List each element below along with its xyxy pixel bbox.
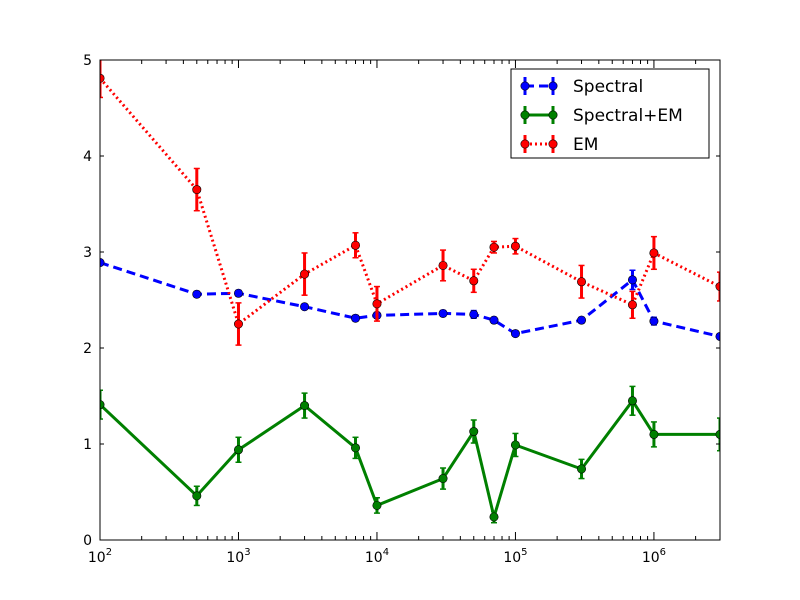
data-point [627, 300, 637, 310]
data-point [300, 302, 310, 312]
data-point [469, 427, 479, 437]
data-point [351, 443, 361, 453]
legend-entry-spectral: Spectral [520, 77, 643, 97]
legend-marker [520, 139, 530, 149]
series-em [100, 60, 720, 346]
plot-area [100, 60, 720, 524]
data-point [510, 329, 520, 339]
plot-clip-group [100, 60, 720, 524]
data-point [510, 440, 520, 450]
y-tick-label: 4 [83, 149, 92, 165]
data-point [489, 315, 499, 325]
data-point [627, 396, 637, 406]
legend-entry-em: EM [520, 135, 598, 155]
legend-marker [520, 110, 530, 120]
data-point [351, 313, 361, 323]
series-spectral [100, 258, 720, 341]
legend-label: Spectral [573, 77, 643, 97]
legend-marker [520, 81, 530, 91]
x-tick-label: 105 [503, 547, 527, 566]
data-point [192, 289, 202, 299]
data-point [577, 315, 587, 325]
series-line-spectral-em [100, 399, 720, 519]
data-point [577, 277, 587, 287]
data-point [469, 276, 479, 286]
y-tick-label: 0 [83, 533, 92, 549]
x-tick-label: 102 [88, 547, 112, 566]
data-point [351, 240, 361, 250]
legend-entry-spectral-em: Spectral+EM [520, 106, 683, 126]
data-point [649, 316, 659, 326]
data-point [627, 275, 637, 285]
data-point [469, 309, 479, 319]
x-tick-label: 106 [642, 547, 666, 566]
x-tick-exponent: 3 [244, 547, 250, 558]
series-spectral-em [100, 385, 720, 524]
data-point [233, 288, 243, 298]
x-tick-label: 104 [365, 547, 389, 566]
data-point [438, 474, 448, 484]
data-point [372, 500, 382, 510]
x-tick-base: 10 [226, 550, 244, 566]
x-tick-exponent: 4 [383, 547, 389, 558]
legend: Spectral Spectral+EM EM [510, 68, 710, 159]
x-tick-base: 10 [642, 550, 660, 566]
y-tick-label: 5 [83, 53, 92, 69]
x-tick-base: 10 [88, 550, 106, 566]
data-point [372, 299, 382, 309]
legend-marker [548, 110, 558, 120]
legend-marker [548, 139, 558, 149]
data-point [438, 260, 448, 270]
data-point [649, 248, 659, 258]
data-point [438, 308, 448, 318]
legend-label: EM [573, 135, 598, 155]
data-point [577, 464, 587, 474]
axes-frame [99, 59, 721, 541]
y-tick-label: 2 [83, 341, 92, 357]
data-point [300, 401, 310, 411]
y-tick-label: 1 [83, 437, 92, 453]
x-tick-base: 10 [365, 550, 383, 566]
x-tick-base: 10 [503, 550, 521, 566]
data-point [192, 185, 202, 195]
data-point [233, 319, 243, 329]
data-point [300, 269, 310, 279]
data-point [233, 445, 243, 455]
series-line-spectral [100, 261, 720, 338]
data-point [192, 491, 202, 501]
data-point [510, 241, 520, 251]
x-tick-exponent: 6 [660, 547, 666, 558]
data-point [489, 242, 499, 252]
legend-marker [548, 81, 558, 91]
series-line-em [100, 77, 720, 326]
x-tick-label: 103 [226, 547, 250, 566]
legend-label: Spectral+EM [573, 106, 683, 126]
x-tick-exponent: 2 [106, 547, 112, 558]
data-point [489, 512, 499, 522]
x-tick-exponent: 5 [521, 547, 527, 558]
data-point [649, 429, 659, 439]
y-tick-label: 3 [83, 245, 92, 261]
